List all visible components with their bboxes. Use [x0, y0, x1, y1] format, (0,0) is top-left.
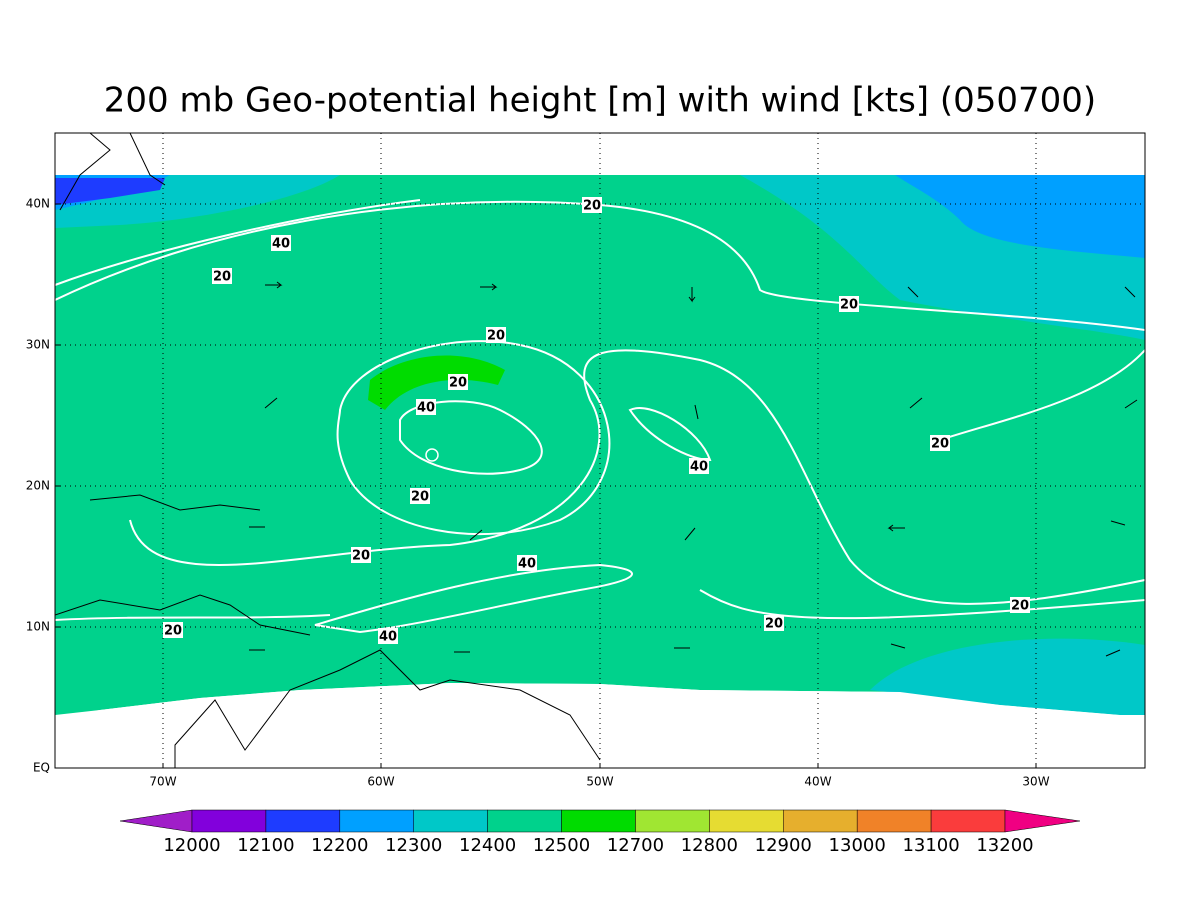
contour-label: 20 [411, 490, 429, 505]
lon-label: 60W [367, 775, 394, 789]
contour-label: 40 [518, 557, 536, 572]
contour [628, 407, 712, 462]
colorbar-box [339, 809, 414, 833]
contour [314, 563, 633, 634]
lon-label: 30W [1022, 775, 1049, 789]
contour-label: 20 [352, 549, 370, 564]
contour-label: 40 [690, 460, 708, 475]
field-12400 [55, 175, 1145, 718]
contour-label: 20 [931, 437, 949, 452]
colorbar-label: 12800 [681, 835, 738, 856]
contour-label-bg [212, 268, 232, 284]
contour-label-bg [839, 296, 859, 312]
contour-label-bg [351, 547, 371, 563]
colorbar-box [265, 809, 341, 833]
contour-label-bg [163, 622, 183, 638]
contour-label-bg [410, 488, 430, 504]
contour-label: 20 [213, 270, 231, 285]
colorbar-label: 12000 [163, 835, 220, 856]
contour [55, 200, 1145, 331]
contour-label-bg [448, 374, 468, 390]
no-data [55, 683, 1145, 768]
contour-label: 20 [164, 624, 182, 639]
contour-label-bg [416, 399, 436, 415]
colorbar-label: 12500 [533, 835, 590, 856]
contour [939, 349, 1145, 441]
colorbar-label: 13000 [829, 835, 886, 856]
colorbar-label: 12300 [385, 835, 442, 856]
colorbar-box [487, 809, 562, 833]
colorbar-box [635, 809, 710, 833]
contour-label-bg [764, 615, 784, 631]
contour-label-bg [582, 197, 602, 213]
colorbar-label: 12400 [459, 835, 516, 856]
contour-label-bg [486, 327, 506, 343]
colorbar-box [783, 809, 858, 833]
contour-label: 40 [417, 401, 435, 416]
contour [55, 199, 421, 286]
lat-label: 40N [26, 197, 50, 211]
contour-label-bg [378, 628, 398, 644]
contour-label: 40 [379, 630, 397, 645]
contour-label: 20 [765, 617, 783, 632]
contour-label-bg [1010, 597, 1030, 613]
colorbar-box [561, 809, 636, 833]
colorbar-label: 12900 [755, 835, 812, 856]
contour-label: 20 [449, 376, 467, 391]
field-12100 [55, 178, 165, 205]
coastline [55, 133, 601, 768]
colorbar-box [709, 809, 784, 833]
wind-arrows [249, 281, 1138, 657]
colorbar-end [119, 809, 193, 833]
colorbar-box [856, 809, 932, 833]
field-12200 [895, 175, 1145, 258]
contour-label-bg [517, 555, 537, 571]
colorbar-label: 12700 [607, 835, 664, 856]
contour-label: 20 [1011, 599, 1029, 614]
colorbar-label: 12200 [311, 835, 368, 856]
map-field [55, 133, 1145, 768]
contour-label: 20 [487, 329, 505, 344]
colorbar-label: 13200 [976, 835, 1033, 856]
contour-label: 20 [840, 298, 858, 313]
lon-label: 50W [586, 775, 613, 789]
field-12500 [368, 355, 505, 410]
contour-label: 40 [272, 237, 290, 252]
contour [336, 340, 611, 536]
lat-label: EQ [33, 761, 50, 775]
contour [399, 400, 543, 475]
colorbar-end [1004, 809, 1081, 833]
colorbar-label: 12100 [237, 835, 294, 856]
title: 200 mb Geo-potential height [m] with win… [104, 81, 1096, 121]
colorbar-label: 13100 [902, 835, 959, 856]
contour-label-bg [689, 458, 709, 474]
lon-label: 70W [149, 775, 176, 789]
colorbar-box [413, 809, 488, 833]
contour-label: 20 [583, 199, 601, 214]
lat-label: 20N [26, 479, 50, 493]
contour-label-bg [930, 435, 950, 451]
colorbar-box [930, 809, 1006, 833]
contour [425, 448, 439, 462]
field-12300 [870, 638, 1145, 715]
lon-label: 40W [804, 775, 831, 789]
colorbar-box [191, 809, 267, 833]
contour [129, 349, 1145, 605]
contour-label-bg [271, 235, 291, 251]
lat-label: 10N [26, 620, 50, 634]
lat-label: 30N [26, 338, 50, 352]
